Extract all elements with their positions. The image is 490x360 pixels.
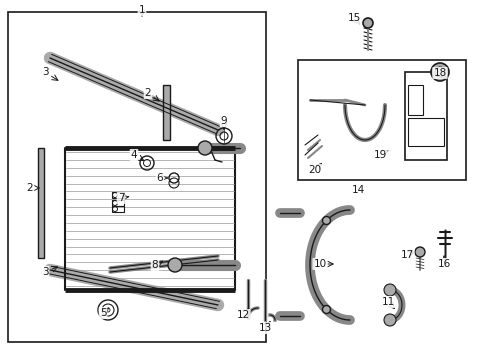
Text: 20: 20: [308, 165, 321, 175]
Circle shape: [431, 63, 449, 81]
Text: 12: 12: [236, 310, 249, 320]
Text: 8: 8: [152, 260, 158, 270]
Bar: [8, 12, 266, 342]
Bar: [408, 85, 423, 115]
Text: 3: 3: [42, 67, 49, 77]
Text: 18: 18: [433, 68, 446, 78]
Text: 6: 6: [157, 173, 163, 183]
Text: 4: 4: [131, 150, 137, 160]
Bar: [112, 192, 124, 198]
Circle shape: [384, 284, 396, 296]
Circle shape: [415, 247, 425, 257]
Text: 2: 2: [26, 183, 33, 193]
Circle shape: [322, 306, 330, 314]
Bar: [405, 72, 447, 160]
Text: 17: 17: [400, 250, 414, 260]
Bar: [112, 200, 124, 206]
Text: 11: 11: [381, 297, 394, 307]
Circle shape: [384, 314, 396, 326]
Text: 13: 13: [258, 323, 271, 333]
Text: 3: 3: [42, 267, 49, 277]
Bar: [163, 85, 170, 140]
Circle shape: [322, 216, 330, 225]
Text: 5: 5: [99, 308, 106, 318]
Bar: [408, 118, 444, 146]
Text: 16: 16: [438, 259, 451, 269]
Text: 14: 14: [351, 185, 365, 195]
Text: 1: 1: [139, 5, 146, 15]
Text: 7: 7: [118, 193, 124, 203]
Circle shape: [168, 258, 182, 272]
Text: 15: 15: [347, 13, 361, 23]
Text: 2: 2: [145, 88, 151, 98]
Text: 9: 9: [220, 116, 227, 126]
Bar: [298, 60, 466, 180]
Bar: [38, 148, 44, 258]
Bar: [112, 206, 124, 212]
Text: 10: 10: [314, 259, 326, 269]
Circle shape: [198, 141, 212, 155]
Text: 19: 19: [373, 150, 387, 160]
Circle shape: [363, 18, 373, 28]
